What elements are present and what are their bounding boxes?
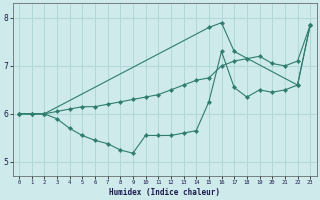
X-axis label: Humidex (Indice chaleur): Humidex (Indice chaleur) [109, 188, 220, 197]
